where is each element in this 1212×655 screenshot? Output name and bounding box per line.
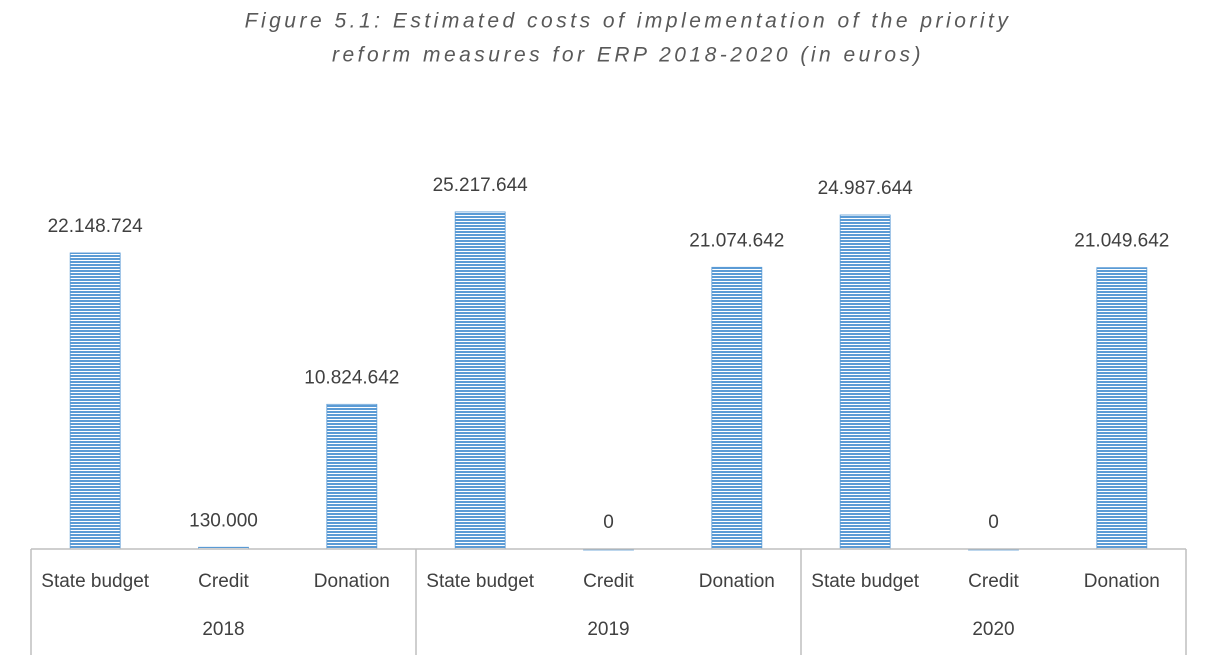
bar [326, 403, 378, 550]
x-tick-label: State budget [41, 571, 149, 592]
x-tick-label: Credit [968, 571, 1019, 592]
data-label: 21.074.642 [689, 230, 784, 251]
data-label: 10.824.642 [304, 367, 399, 388]
data-label: 21.049.642 [1074, 231, 1169, 252]
x-tick-label: Donation [1084, 571, 1160, 592]
x-tick-label: Credit [583, 571, 634, 592]
data-label: 0 [603, 512, 614, 533]
bar [711, 266, 763, 550]
data-label: 22.148.724 [48, 216, 144, 237]
bar [1096, 267, 1148, 550]
data-label: 25.217.644 [433, 175, 529, 196]
x-tick-label: State budget [426, 571, 534, 592]
x-tick-label: Donation [314, 571, 390, 592]
data-label: 0 [988, 512, 999, 533]
group-label: 2018 [202, 619, 244, 640]
group-label: 2020 [972, 619, 1014, 640]
x-tick-label: Credit [198, 571, 249, 592]
x-tick-label: Donation [699, 571, 775, 592]
bar [454, 211, 506, 550]
chart-title: reform measures for ERP 2018-2020 (in eu… [332, 44, 924, 67]
chart-title: Figure 5.1: Estimated costs of implement… [245, 10, 1012, 33]
group-label: 2019 [587, 619, 629, 640]
data-label: 130.000 [189, 510, 258, 531]
x-tick-label: State budget [811, 571, 919, 592]
bar [839, 214, 891, 550]
data-label: 24.987.644 [818, 178, 914, 199]
bar [69, 252, 121, 550]
